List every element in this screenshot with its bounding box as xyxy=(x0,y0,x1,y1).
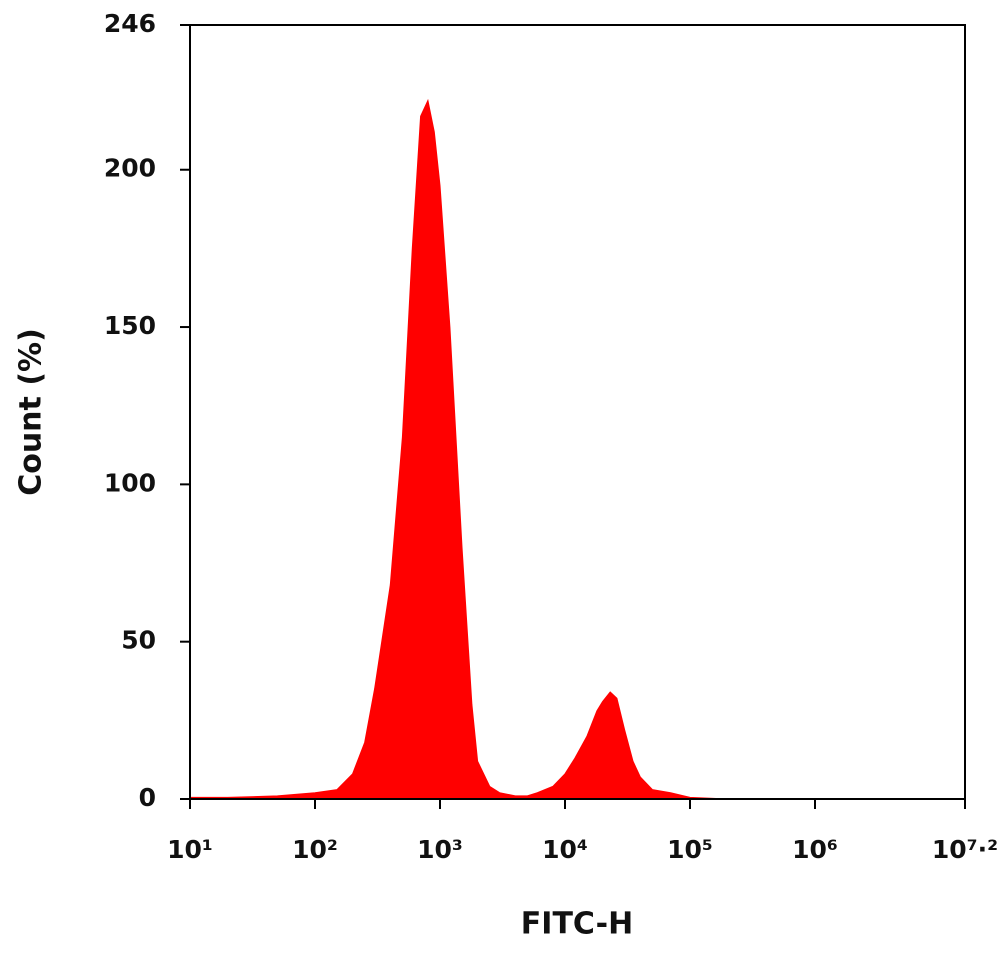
y-tick-label: 200 xyxy=(104,154,156,183)
y-axis-title: Count (%) xyxy=(14,328,49,496)
histogram-area xyxy=(189,98,965,800)
y-tick-label: 50 xyxy=(121,626,156,655)
y-tick-label: 0 xyxy=(139,783,156,812)
y-tick-label: 100 xyxy=(104,468,156,497)
x-tick-label: 10³ xyxy=(417,835,463,864)
x-tick-label: 10⁶ xyxy=(792,835,838,864)
y-tick-label: 246 xyxy=(104,9,156,38)
plot-frame xyxy=(189,24,966,800)
x-tick-label: 10⁵ xyxy=(667,835,713,864)
x-tick-label: 10² xyxy=(292,835,338,864)
x-axis-title: FITC-H xyxy=(521,907,633,942)
x-tick-label: 10⁷·² xyxy=(932,835,998,864)
y-tick-label: 150 xyxy=(104,311,156,340)
x-tick-label: 10⁴ xyxy=(542,835,588,864)
x-tick-label: 10¹ xyxy=(167,835,213,864)
